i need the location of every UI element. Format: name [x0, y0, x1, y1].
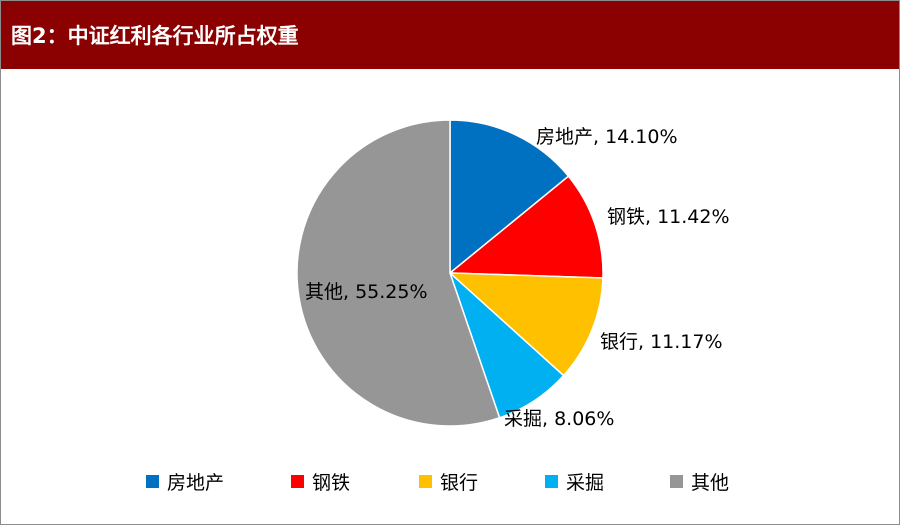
title-bar: 图2：中证红利各行业所占权重 [1, 1, 899, 69]
legend-item-1: 房地产 [146, 472, 224, 494]
legend-item-4: 采掘 [545, 472, 604, 494]
legend-label-3: 银行 [440, 472, 478, 494]
legend-swatch-3 [419, 475, 432, 488]
pie-slice-1 [449, 119, 570, 274]
slice-data-label-5: 其他, 55.25% [305, 281, 428, 303]
legend-swatch-1 [146, 475, 159, 488]
legend-label-5: 其他 [691, 472, 729, 494]
slice-data-label-2: 钢铁, 11.42% [607, 206, 730, 228]
slice-data-label-3: 银行, 11.17% [600, 331, 723, 353]
legend-item-2: 钢铁 [291, 472, 350, 494]
pie-slice-3 [449, 272, 604, 377]
legend-swatch-4 [545, 475, 558, 488]
legend-item-5: 其他 [670, 472, 729, 494]
slice-data-label-4: 采掘, 8.06% [504, 408, 614, 430]
pie-slices [296, 119, 604, 427]
legend-item-3: 银行 [419, 472, 478, 494]
legend-label-4: 采掘 [566, 472, 604, 494]
legend-swatch-2 [291, 475, 304, 488]
pie-slice-2 [449, 175, 604, 279]
pie-data-labels: 房地产, 14.10% 钢铁, 11.42% 银行, 11.17% 采掘, 8.06%… [305, 126, 730, 430]
pie-legend: 房地产 钢铁 银行 采掘 其他 [146, 472, 729, 494]
slice-data-label-1: 房地产, 14.10% [536, 126, 678, 148]
legend-label-2: 钢铁 [312, 472, 350, 494]
pie-slice-5 [296, 119, 501, 427]
legend-label-1: 房地产 [167, 472, 224, 494]
legend-swatch-5 [670, 475, 683, 488]
chart-title: 图2：中证红利各行业所占权重 [11, 24, 299, 48]
